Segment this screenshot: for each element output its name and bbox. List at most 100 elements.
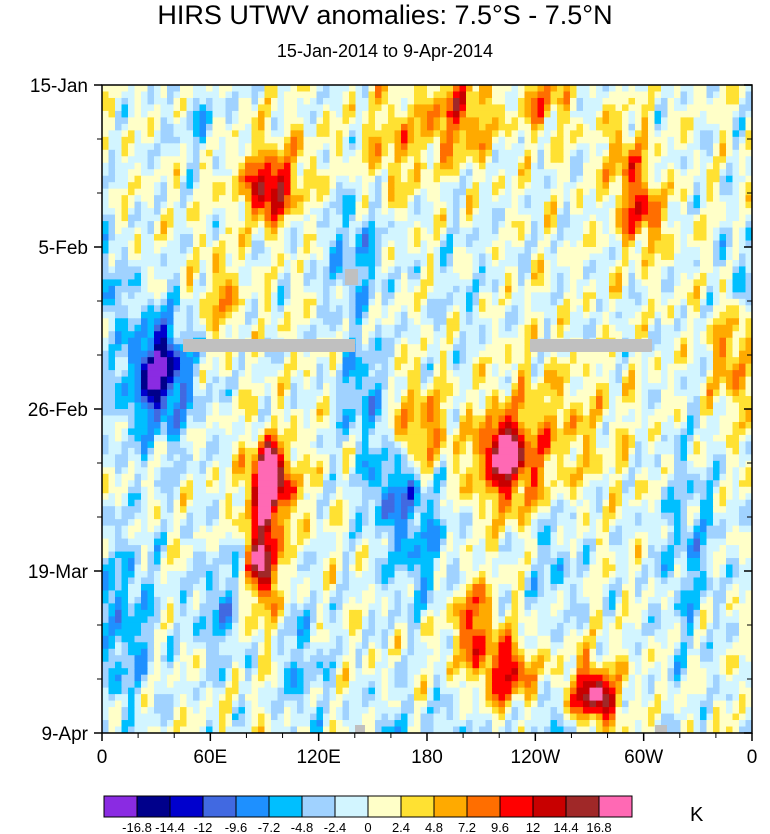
field-cell <box>472 331 480 339</box>
field-cell <box>628 162 636 170</box>
field-cell <box>550 110 558 118</box>
field-cell <box>102 195 109 203</box>
field-cell <box>199 240 207 248</box>
field-cell <box>115 266 122 274</box>
field-cell <box>381 188 389 196</box>
field-cell <box>589 169 597 177</box>
field-cell <box>440 253 447 261</box>
field-cell <box>414 402 421 410</box>
field-cell <box>524 331 532 339</box>
field-cell <box>739 350 746 358</box>
field-cell <box>128 370 135 377</box>
field-cell <box>316 149 324 157</box>
field-cell <box>238 201 246 209</box>
field-cell <box>108 292 116 300</box>
field-cell <box>219 221 226 228</box>
field-cell <box>485 389 493 397</box>
field-cell <box>635 208 642 215</box>
field-cell <box>316 227 324 235</box>
field-cell <box>349 298 356 306</box>
field-cell <box>596 208 603 215</box>
field-cell <box>238 214 246 222</box>
field-cell <box>576 130 584 138</box>
field-cell <box>193 272 200 280</box>
field-cell <box>700 350 707 358</box>
field-cell <box>596 266 603 274</box>
field-cell <box>628 259 636 267</box>
field-cell <box>420 136 428 144</box>
field-cell <box>602 292 610 300</box>
field-cell <box>154 201 161 209</box>
field-cell <box>524 350 532 358</box>
field-cell <box>511 240 519 248</box>
field-cell <box>739 136 746 144</box>
field-cell <box>472 324 480 332</box>
field-cell <box>219 279 226 287</box>
field-cell <box>505 149 512 157</box>
field-cell <box>258 175 265 183</box>
field-cell <box>193 311 200 319</box>
field-cell <box>524 143 532 151</box>
field-cell <box>225 247 233 254</box>
field-cell <box>303 97 311 105</box>
field-cell <box>498 149 506 157</box>
field-cell <box>238 182 246 190</box>
field-cell <box>206 363 213 371</box>
field-cell <box>329 85 337 92</box>
field-cell <box>388 259 395 267</box>
field-cell <box>271 221 278 228</box>
field-cell <box>576 175 584 183</box>
field-cell <box>186 208 194 215</box>
field-cell <box>245 285 252 293</box>
field-cell <box>212 279 220 287</box>
field-cell <box>726 240 733 248</box>
field-cell <box>134 370 142 377</box>
field-cell <box>498 266 506 274</box>
field-cell <box>537 97 545 105</box>
field-cell <box>459 279 467 287</box>
field-cell <box>414 376 421 384</box>
field-cell <box>414 149 421 157</box>
field-cell <box>381 221 389 228</box>
field-cell <box>680 227 688 235</box>
field-cell <box>199 221 207 228</box>
field-cell <box>524 363 532 371</box>
field-cell <box>147 305 155 313</box>
field-cell <box>654 259 662 267</box>
field-cell <box>713 130 720 138</box>
field-cell <box>537 85 545 92</box>
field-cell <box>505 85 512 92</box>
field-cell <box>466 324 473 332</box>
field-cell <box>713 156 720 164</box>
field-cell <box>141 97 148 105</box>
field-cell <box>141 285 148 293</box>
field-cell <box>147 318 155 326</box>
field-cell <box>141 214 148 222</box>
field-cell <box>667 97 675 105</box>
field-cell <box>511 162 519 170</box>
field-cell <box>271 324 278 332</box>
field-cell <box>407 175 415 183</box>
field-cell <box>661 344 668 352</box>
field-cell <box>368 130 376 138</box>
field-cell <box>706 272 714 280</box>
field-cell <box>238 175 246 183</box>
field-cell <box>745 97 752 105</box>
field-cell <box>446 156 454 164</box>
field-cell <box>225 331 233 339</box>
field-cell <box>362 344 369 352</box>
field-cell <box>264 259 272 267</box>
field-cell <box>680 357 688 365</box>
field-cell <box>433 331 441 339</box>
field-cell <box>186 298 194 306</box>
field-cell <box>531 143 538 151</box>
field-cell <box>680 97 688 105</box>
field-cell <box>557 370 564 377</box>
field-cell <box>108 162 116 170</box>
field-cell <box>427 363 434 371</box>
field-cell <box>394 208 402 215</box>
field-cell <box>544 195 551 203</box>
field-cell <box>466 221 473 228</box>
field-cell <box>485 279 493 287</box>
field-cell <box>466 285 473 293</box>
